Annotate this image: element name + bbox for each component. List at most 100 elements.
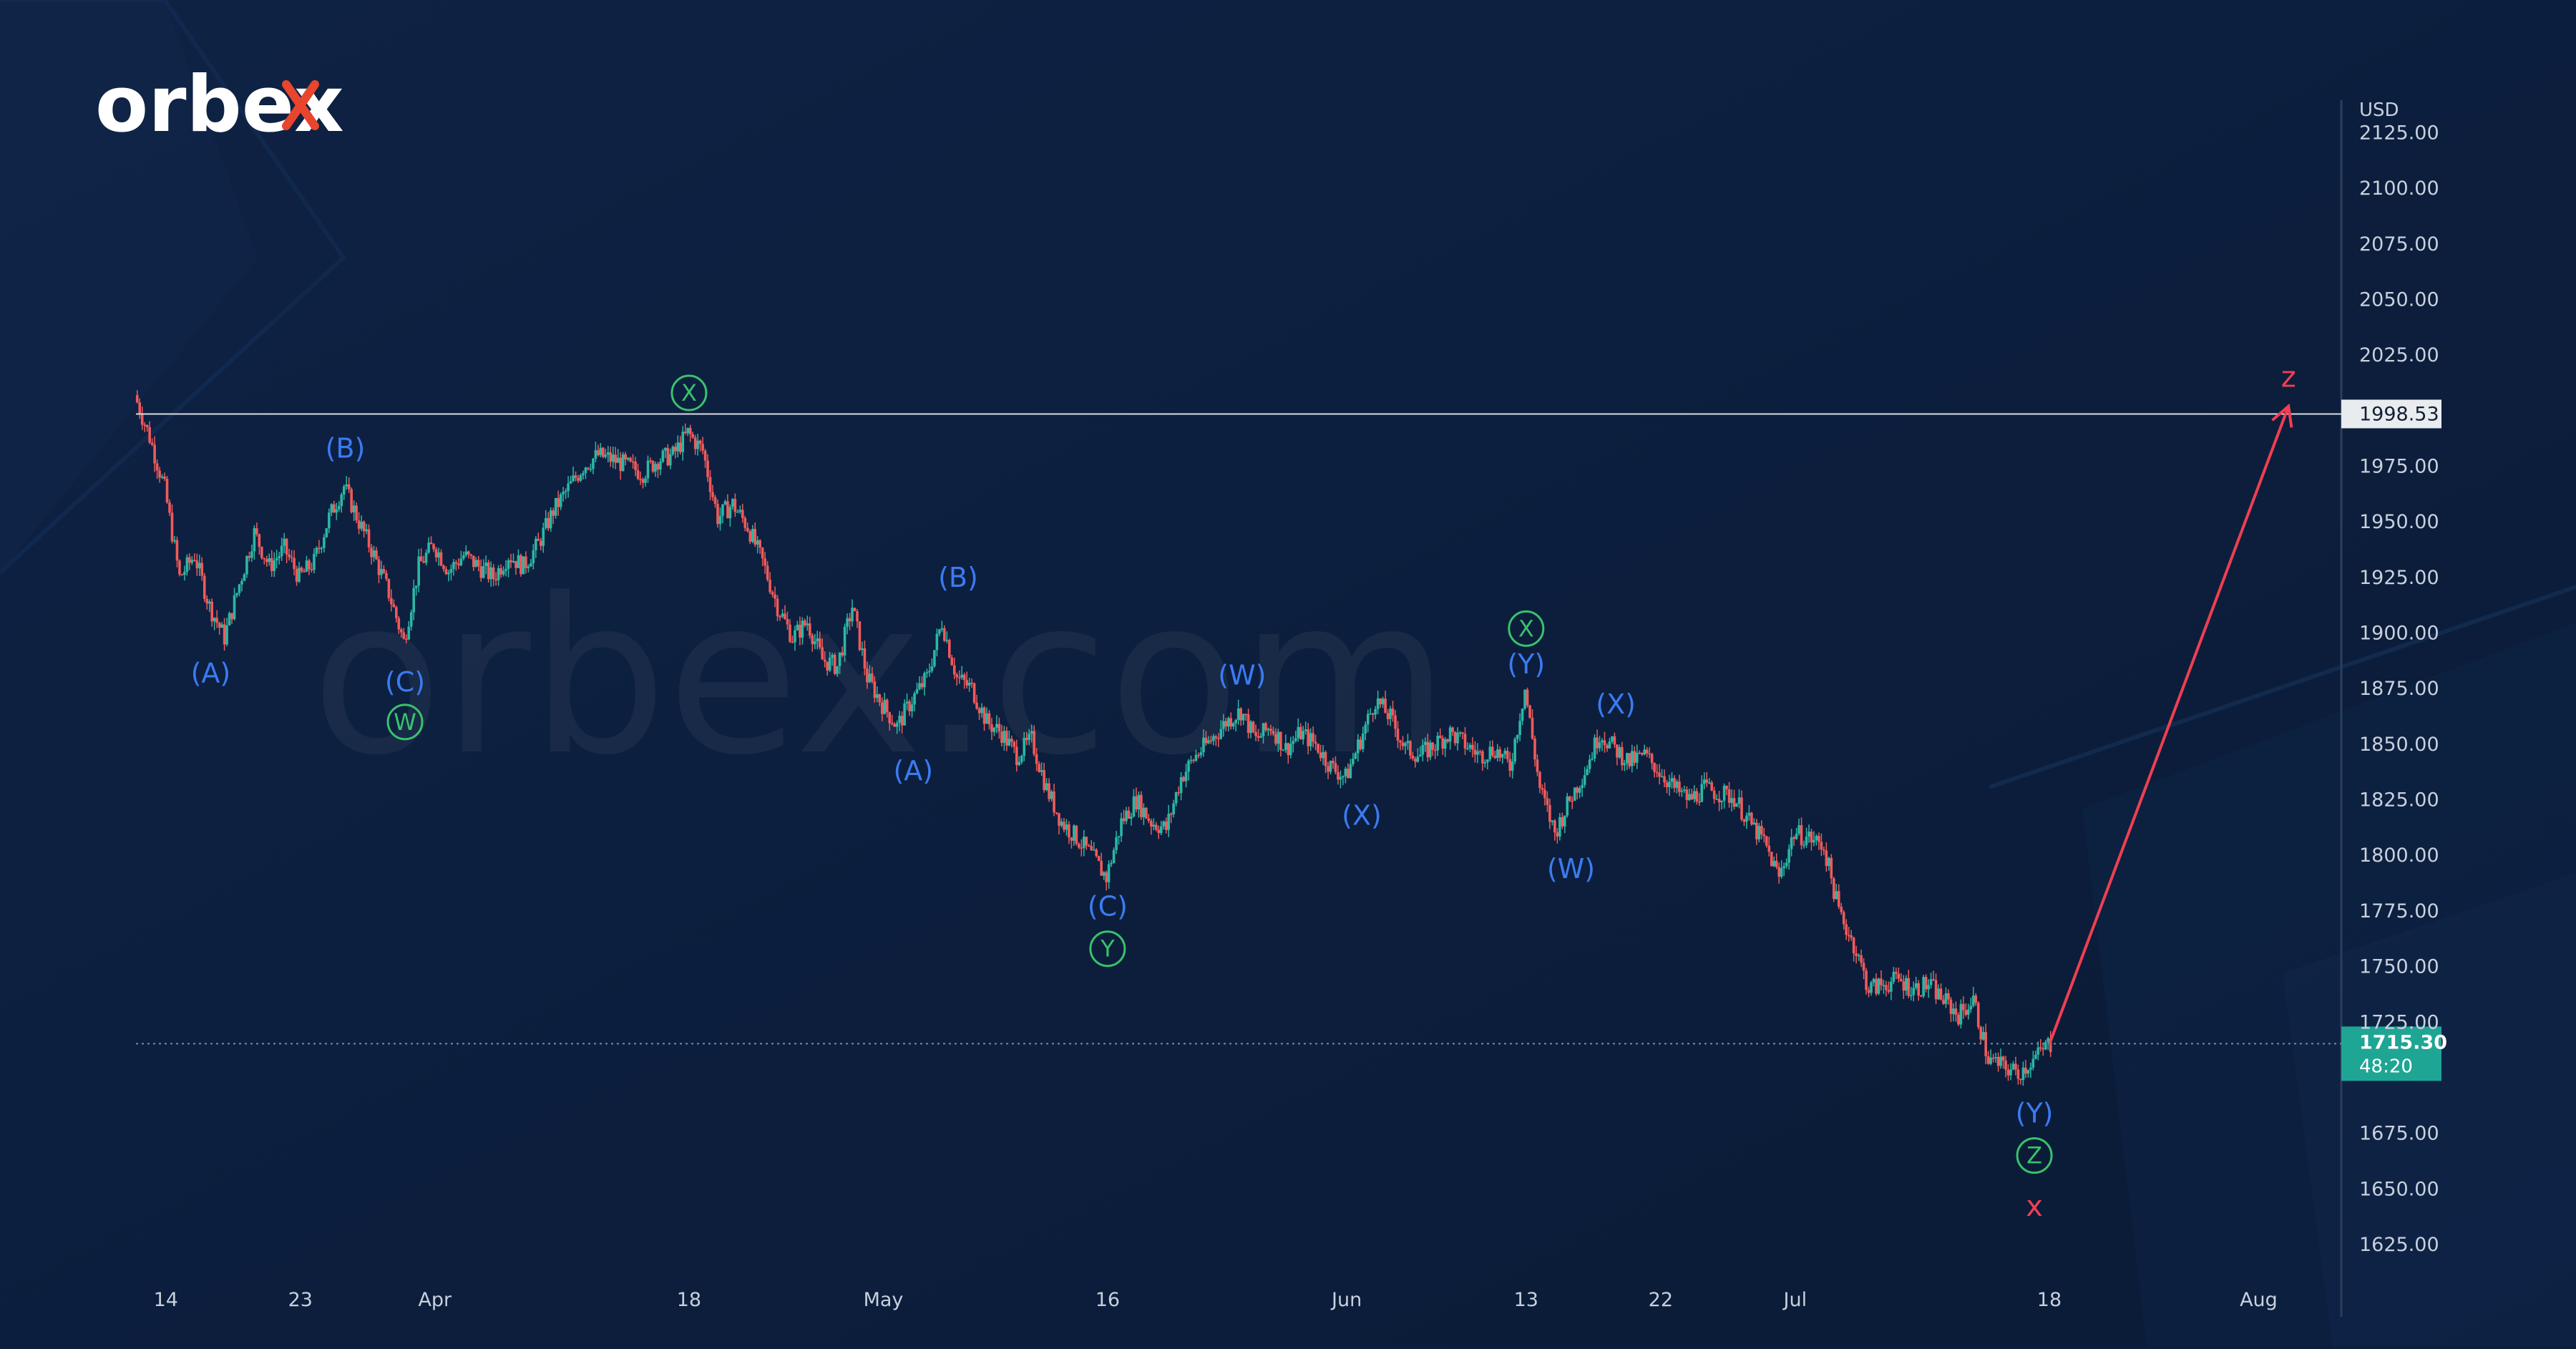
candle-body xyxy=(1890,981,1893,992)
candle-body xyxy=(634,462,637,471)
candle-body xyxy=(868,673,872,683)
candle-body xyxy=(1828,857,1830,866)
candle-body xyxy=(898,716,901,724)
candle-body xyxy=(1999,1056,2002,1066)
candle-body xyxy=(609,452,613,462)
candle-body xyxy=(345,484,348,487)
wave-label: (C) xyxy=(1088,891,1128,922)
x-tick-label: 23 xyxy=(288,1289,313,1311)
candle-body xyxy=(738,510,742,512)
candle-body xyxy=(539,540,542,546)
candle-body xyxy=(2046,1038,2050,1043)
candle-body xyxy=(1700,784,1704,802)
candle-body xyxy=(248,556,251,558)
candle-body xyxy=(733,499,737,512)
candle-body xyxy=(145,424,149,427)
candle-body xyxy=(611,454,615,462)
candle-body xyxy=(1904,978,1908,991)
candle-body xyxy=(2026,1069,2030,1074)
candle-body xyxy=(1730,798,1733,803)
candle-body xyxy=(987,713,991,724)
candle-body xyxy=(666,447,670,466)
candle-body xyxy=(487,563,490,580)
candle-body xyxy=(439,552,443,566)
time-axis[interactable]: 14 23 Apr 18 May 16 Jun 13 22 Jul 18 Aug xyxy=(154,1289,2278,1311)
candle-body xyxy=(950,657,954,666)
candle-body xyxy=(447,573,450,575)
candle-body xyxy=(1707,782,1711,784)
candle-body xyxy=(402,632,406,639)
candle-body xyxy=(1102,872,1106,876)
candle-body xyxy=(771,592,774,595)
candle-body xyxy=(930,666,934,671)
candle-body xyxy=(1735,804,1738,807)
candle-body xyxy=(1028,734,1031,740)
x-tick-label: Jun xyxy=(1330,1289,1362,1311)
candle-body xyxy=(522,556,525,575)
candle-body xyxy=(1458,732,1462,734)
candle-body xyxy=(1521,708,1524,721)
candle-body xyxy=(838,652,841,666)
candle-body xyxy=(801,620,804,638)
candle-body xyxy=(1344,769,1347,776)
candle-body xyxy=(1536,759,1539,772)
candle-body xyxy=(370,547,373,557)
candle-body xyxy=(315,547,318,554)
wave-labels-group: (A) (B) (C) W X (A) (B) (C) Y (W) (X) X (Y) (X) (W) (Y)… xyxy=(191,361,2296,1223)
candle-body xyxy=(933,650,936,667)
candle-body xyxy=(1352,759,1355,764)
candle-body xyxy=(1777,867,1781,877)
candle-body xyxy=(1805,837,1808,845)
candle-body xyxy=(1127,810,1131,819)
candle-body xyxy=(599,447,602,455)
candle-body xyxy=(606,452,610,455)
y-tick-label: 1825.00 xyxy=(2359,789,2439,812)
candle-body xyxy=(866,668,869,683)
candle-body xyxy=(168,502,171,513)
candle-body xyxy=(1453,731,1457,744)
candle-body xyxy=(245,556,248,575)
candle-body xyxy=(1221,721,1225,729)
candle-body xyxy=(1092,849,1096,851)
candle-body xyxy=(1553,820,1556,833)
bar-countdown-label: 48:20 xyxy=(2359,1056,2413,1077)
wave-label: X xyxy=(681,379,697,406)
candle-body xyxy=(1354,753,1357,759)
candle-body xyxy=(1907,978,1911,996)
level-price-label: 1998.53 xyxy=(2359,403,2439,425)
candle-body xyxy=(1115,837,1118,850)
forecast-arrow-line xyxy=(2048,405,2290,1046)
candle-body xyxy=(1431,742,1435,750)
candle-body xyxy=(818,638,821,648)
candle-body xyxy=(467,551,470,555)
candle-body xyxy=(380,569,383,575)
candle-body xyxy=(1516,734,1519,739)
candle-body xyxy=(1267,729,1270,731)
candle-body xyxy=(1623,763,1626,766)
candle-body xyxy=(604,454,608,457)
candle-body xyxy=(766,565,769,580)
wave-label-circle xyxy=(670,374,708,411)
candle-body xyxy=(1157,829,1161,834)
current-price-label: 1715.30 xyxy=(2359,1031,2447,1053)
candle-body xyxy=(218,623,221,628)
candle-body xyxy=(584,467,587,473)
candle-body xyxy=(589,469,592,470)
candle-body xyxy=(385,573,388,579)
wave-label: (A) xyxy=(191,657,231,688)
candle-body xyxy=(1991,1057,1995,1059)
candle-body xyxy=(1857,955,1860,957)
candle-body xyxy=(1125,810,1128,822)
candle-body xyxy=(1307,729,1309,746)
candle-body xyxy=(1648,753,1651,755)
price-axis[interactable]: 2125.00 2100.00 2075.00 2050.00 2025.00 1975.… xyxy=(2359,122,2439,1256)
candle-body xyxy=(726,501,729,519)
candle-body xyxy=(1110,862,1113,865)
candle-body xyxy=(1702,779,1706,784)
candle-body xyxy=(957,677,961,678)
candle-body xyxy=(1546,798,1549,805)
candle-body xyxy=(1177,792,1180,794)
candle-body xyxy=(1015,746,1018,765)
candle-body xyxy=(477,560,480,567)
